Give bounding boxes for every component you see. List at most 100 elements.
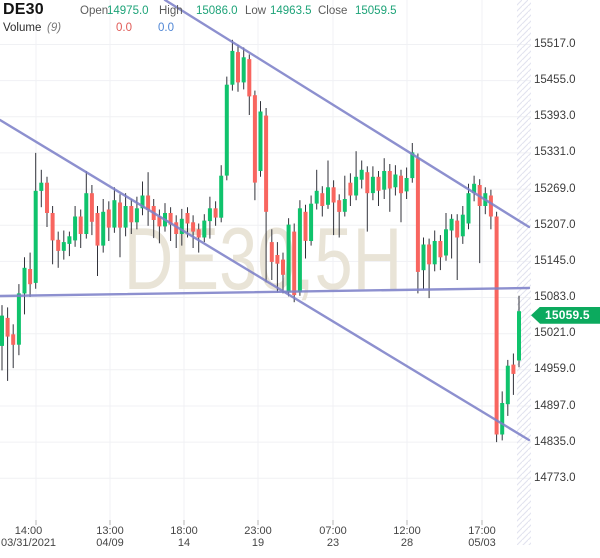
candle-body	[39, 182, 44, 191]
candle-body	[118, 202, 122, 228]
candle-body	[207, 208, 212, 222]
price-axis-label: 15517.0	[534, 38, 576, 50]
open-label: Open	[80, 5, 109, 17]
candle-body	[342, 199, 347, 212]
candle-body	[303, 211, 308, 241]
candle-body	[460, 214, 465, 237]
candle-body	[466, 193, 471, 224]
close-value: 15059.5	[355, 5, 397, 17]
candle-body	[449, 218, 454, 231]
candle-body	[258, 111, 263, 171]
candle-body	[241, 57, 246, 83]
candle-body	[230, 50, 235, 85]
candle-body	[95, 213, 100, 246]
candle-body	[191, 222, 196, 232]
candle-body	[382, 171, 387, 190]
candle-body	[179, 218, 184, 234]
candle-body	[56, 239, 61, 251]
price-axis-label: 15207.0	[534, 218, 576, 231]
candle-body	[202, 220, 207, 238]
price-axis-label: 15083.0	[534, 291, 576, 303]
candle-body	[399, 175, 403, 194]
candle-body	[326, 187, 330, 205]
volume-value-blue: 0.0	[158, 22, 174, 34]
candle-body	[281, 259, 285, 275]
trendline[interactable]	[163, 0, 531, 229]
candle-body	[264, 115, 269, 212]
high-value: 15086.0	[196, 5, 238, 17]
candle-body	[444, 229, 448, 256]
candle-body	[84, 193, 89, 234]
candle-body	[359, 169, 364, 180]
candle-body	[22, 267, 27, 294]
candle-body	[67, 236, 72, 244]
candle-body	[410, 152, 415, 179]
candle-body	[370, 176, 375, 194]
price-axis-label: 15269.0	[534, 182, 576, 195]
volume-indicator-label[interactable]: Volume	[3, 22, 42, 34]
candle-body	[11, 334, 16, 345]
price-axis-label: 15021.0	[534, 327, 576, 340]
volume-period: (9)	[47, 22, 62, 34]
candle-body	[168, 213, 173, 225]
candle-body	[275, 255, 280, 264]
candle-body	[33, 190, 38, 283]
candle-body	[5, 317, 10, 337]
trendline[interactable]	[0, 286, 531, 298]
candle-body	[213, 208, 218, 218]
candle-body	[517, 311, 521, 361]
time-axis-label: 18:00 14	[170, 525, 198, 549]
price-axis-label: 14897.0	[534, 399, 576, 412]
candle-body	[438, 241, 443, 258]
candle-body	[488, 195, 493, 217]
candle-body	[247, 59, 252, 97]
time-axis-label: 12:00 28	[393, 525, 421, 549]
candle-body	[337, 200, 342, 212]
candle-body	[432, 241, 437, 265]
candle-body	[78, 216, 83, 234]
candle-body	[297, 208, 302, 293]
candle-body	[140, 195, 145, 209]
close-label: Close	[318, 5, 348, 17]
candle-body	[16, 293, 21, 345]
candle-body	[455, 220, 460, 238]
candle-body	[252, 95, 257, 183]
symbol-title[interactable]: DE30	[3, 1, 44, 18]
ohlc-header: DE30 Open 14975.0 High 15086.0 Low 14963…	[0, 0, 600, 40]
candle-body	[50, 213, 55, 241]
candle-body	[387, 171, 392, 189]
candle-body	[354, 176, 359, 196]
candle-body	[494, 216, 499, 435]
candle-body	[415, 158, 420, 272]
price-axis-label: 15393.0	[534, 110, 576, 123]
candle-body	[146, 195, 151, 211]
candle-body	[0, 315, 4, 346]
candle-body	[421, 244, 426, 271]
price-axis[interactable]: 15517.0 15455.0 15393.0 15331.0 15269.0 15207…	[531, 0, 600, 527]
candle-body	[134, 208, 139, 223]
candle-body	[174, 222, 179, 234]
candle-body	[505, 365, 510, 405]
candle-body	[511, 364, 516, 374]
volume-value-red: 0.0	[116, 22, 132, 34]
candle-body	[196, 229, 201, 238]
price-axis-label: 14959.0	[534, 363, 576, 376]
price-axis-label: 15145.0	[534, 254, 576, 267]
candle-body	[106, 209, 111, 228]
time-axis-label: 17:00 05/03	[468, 525, 496, 549]
candle-body	[331, 187, 336, 203]
candle-body	[123, 206, 128, 228]
candle-body	[472, 183, 477, 194]
candle-body	[427, 244, 432, 265]
candle-body	[376, 176, 381, 191]
candle-body	[286, 224, 291, 293]
candle-body	[314, 190, 319, 204]
candle-body	[404, 178, 409, 192]
time-axis-label: 13:00 04/09	[96, 525, 124, 549]
trendline[interactable]	[0, 118, 531, 442]
low-value: 14963.5	[270, 5, 312, 17]
time-axis[interactable]: 14:00 03/31/2021 13:00 04/09 18:00 14 23:00 19 0…	[0, 524, 531, 558]
high-label: High	[159, 5, 183, 17]
